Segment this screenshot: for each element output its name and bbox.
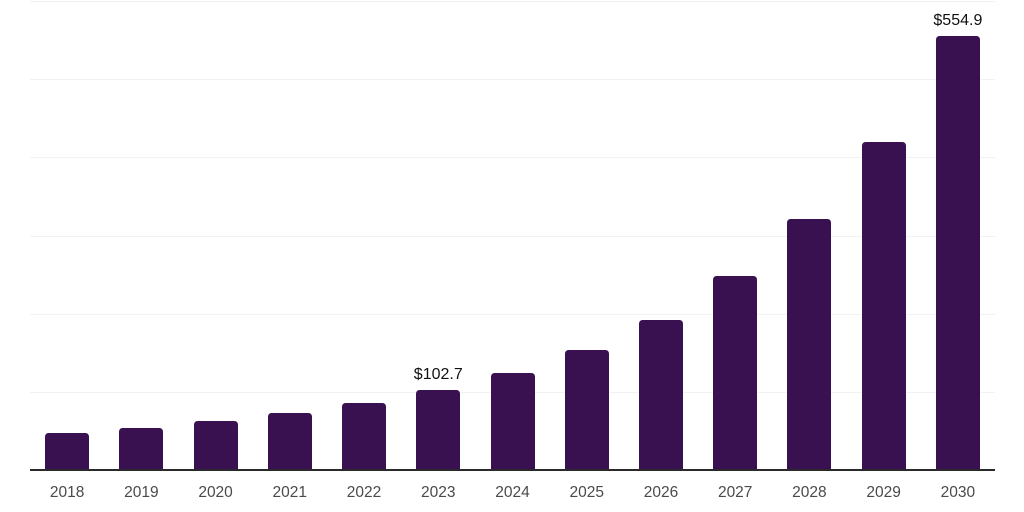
x-tick-2025: 2025 — [569, 484, 604, 501]
gridline-600 — [30, 1, 995, 2]
data-label-2030: $554.9 — [933, 12, 983, 30]
bar-2021 — [267, 412, 312, 470]
gridline-400 — [30, 157, 995, 159]
x-tick-2029: 2029 — [866, 484, 901, 501]
x-tick-2030: 2030 — [940, 484, 976, 501]
gridline-200 — [30, 313, 995, 315]
bar-2018 — [45, 433, 90, 470]
x-tick-2027: 2027 — [717, 484, 753, 501]
x-tick-2028: 2028 — [792, 484, 827, 501]
bar-2025 — [564, 349, 609, 470]
bar-2022 — [342, 402, 387, 470]
bar-2026 — [638, 319, 683, 470]
plot-area: $102.7 $554.9 — [30, 1, 995, 470]
x-tick-2024: 2024 — [495, 484, 530, 501]
bar-2030 — [935, 36, 980, 470]
x-tick-2019: 2019 — [124, 484, 159, 501]
bar-2028 — [787, 219, 832, 470]
bar-2024 — [490, 373, 535, 470]
x-tick-2020: 2020 — [198, 484, 233, 501]
x-tick-2022: 2022 — [346, 484, 382, 501]
x-tick-2018: 2018 — [49, 484, 85, 501]
gridline-300 — [30, 235, 995, 237]
x-tick-2023: 2023 — [421, 484, 456, 501]
data-label-2023: $102.7 — [413, 365, 463, 383]
bar-2020 — [193, 420, 238, 470]
bar-2027 — [713, 276, 758, 470]
bar-2019 — [119, 427, 164, 470]
x-tick-2021: 2021 — [272, 484, 308, 501]
bar-2029 — [861, 142, 906, 470]
x-axis-line — [30, 469, 995, 471]
bar-2023 — [416, 389, 461, 470]
gridline-500 — [30, 79, 995, 81]
x-tick-2026: 2026 — [643, 484, 679, 501]
